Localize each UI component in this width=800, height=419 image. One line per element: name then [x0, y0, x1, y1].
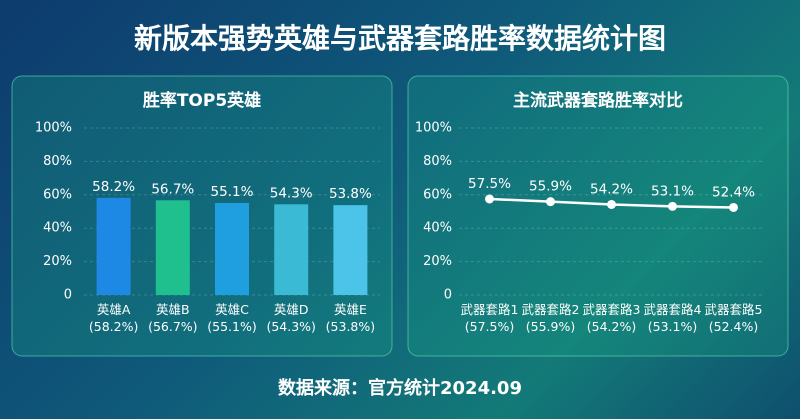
x-tick-label: 武器套路3 (54.2%): [582, 302, 641, 334]
point: [546, 197, 555, 207]
y-tick-label: 40%: [423, 221, 452, 236]
value-label: 54.3%: [270, 185, 313, 201]
y-tick-label: 40%: [43, 221, 72, 236]
x-tick-label: 武器套路1 (57.5%): [460, 302, 519, 334]
value-label: 55.1%: [211, 184, 254, 200]
x-tick-label: 英雄E (53.8%): [325, 302, 376, 334]
bar: [215, 202, 249, 295]
y-tick-label: 60%: [423, 187, 452, 202]
panel: [407, 75, 789, 357]
y-tick-label: 0: [64, 288, 72, 303]
chart-title: 胜率TOP5英雄: [143, 90, 261, 111]
y-tick-label: 100%: [35, 121, 72, 136]
point: [668, 201, 677, 211]
x-tick-label: 武器套路2 (55.9%): [521, 302, 580, 334]
page-title: 新版本强势英雄与武器套路胜率数据统计图: [134, 22, 666, 55]
y-tick-label: 20%: [43, 254, 72, 269]
value-label: 56.7%: [151, 181, 194, 197]
y-tick-label: 0: [444, 288, 452, 303]
y-tick-label: 60%: [43, 187, 72, 202]
x-tick-label: 武器套路4 (53.1%): [643, 302, 702, 334]
bar: [155, 200, 190, 295]
y-tick-label: 80%: [43, 154, 72, 169]
point: [485, 194, 494, 204]
x-tick-label: 英雄D (54.3%): [266, 302, 316, 334]
value-label: 53.8%: [329, 186, 372, 202]
chart-title: 主流武器套路胜率对比: [513, 90, 683, 111]
bar: [274, 204, 309, 295]
bar: [333, 205, 368, 295]
value-label: 57.5%: [468, 176, 511, 192]
y-tick-label: 100%: [415, 121, 452, 136]
value-label: 53.1%: [651, 183, 694, 199]
value-label: 58.2%: [92, 179, 135, 195]
y-tick-label: 20%: [423, 254, 452, 269]
value-label: 55.9%: [529, 179, 572, 195]
x-tick-label: 英雄A (58.2%): [88, 302, 139, 334]
x-tick-label: 英雄C (55.1%): [207, 302, 257, 334]
y-tick-label: 80%: [423, 154, 452, 169]
value-label: 52.4%: [712, 184, 755, 200]
point: [607, 199, 616, 209]
x-tick-label: 英雄B (56.7%): [148, 302, 198, 334]
x-tick-label: 武器套路5 (52.4%): [704, 302, 763, 334]
source-note: 数据来源：官方统计2024.09: [278, 377, 522, 399]
point: [729, 202, 738, 212]
bar: [96, 197, 131, 295]
value-label: 54.2%: [590, 181, 633, 197]
